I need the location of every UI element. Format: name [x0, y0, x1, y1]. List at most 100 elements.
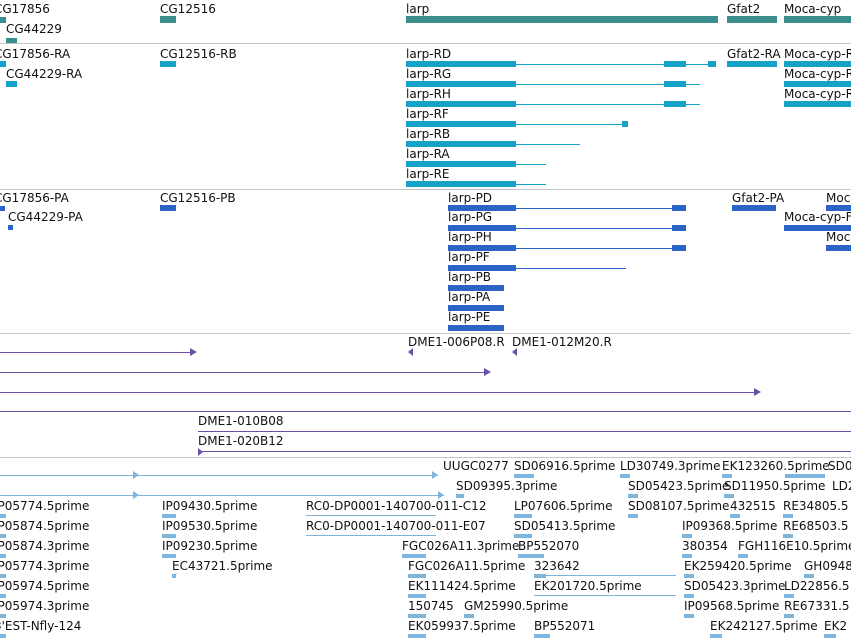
est-label[interactable]: IP09230.5prime [162, 539, 258, 553]
est-glyph[interactable] [0, 574, 6, 578]
clone-line[interactable] [0, 411, 851, 412]
transcript-glyph[interactable] [406, 81, 516, 87]
est-label[interactable]: SD11950.5prime [724, 479, 826, 493]
est-glyph[interactable] [684, 594, 694, 598]
est-label[interactable]: SD09395.3prime [456, 479, 558, 493]
est-glyph[interactable] [724, 494, 734, 498]
est-glyph[interactable] [738, 554, 748, 558]
est-glyph[interactable] [628, 494, 638, 498]
protein-label[interactable]: Moca [826, 230, 851, 244]
est-label[interactable]: EK259420.5prime [684, 559, 792, 573]
clone-label[interactable]: DME1-012M20.R [512, 335, 612, 349]
clone-label[interactable]: DME1-006P08.R [408, 335, 505, 349]
est-glyph[interactable] [0, 634, 6, 638]
est-glyph[interactable] [824, 634, 836, 638]
est-line[interactable] [0, 475, 438, 476]
est-glyph[interactable] [628, 514, 638, 518]
est-glyph[interactable] [162, 514, 176, 518]
protein-glyph[interactable] [160, 205, 176, 211]
transcript-label[interactable]: larp-RF [406, 107, 449, 121]
est-glyph[interactable] [804, 574, 814, 578]
est-label[interactable]: SD0 [828, 459, 851, 473]
est-label[interactable]: EK201720.5prime [534, 579, 642, 593]
est-label[interactable]: EC43721.5prime [172, 559, 273, 573]
est-label[interactable]: IP05774.5prime [0, 499, 90, 513]
est-label[interactable]: SD06916.5prime [514, 459, 616, 473]
transcript-label[interactable]: larp-RB [406, 127, 451, 141]
protein-label[interactable]: CG44229-PA [8, 210, 83, 224]
est-glyph[interactable] [408, 634, 426, 638]
est-glyph[interactable] [730, 514, 740, 518]
est-label[interactable]: IP09568.5prime [684, 599, 780, 613]
transcript-glyph[interactable] [784, 81, 851, 87]
est-label[interactable]: EK059937.5prime [408, 619, 516, 633]
gene-glyph[interactable] [160, 16, 176, 23]
est-label[interactable]: IP09430.5prime [162, 499, 258, 513]
transcript-label[interactable]: CG12516-RB [160, 47, 237, 61]
protein-label[interactable]: larp-PG [448, 210, 493, 224]
protein-glyph[interactable] [0, 206, 5, 211]
est-label[interactable]: RC0-DP0001-140700-011-C12 [306, 499, 487, 513]
protein-glyph[interactable] [448, 325, 504, 331]
gene-label[interactable]: CG44229 [6, 22, 62, 36]
est-glyph[interactable] [0, 534, 6, 538]
est-line[interactable] [306, 515, 436, 516]
est-label[interactable]: GH0948 [804, 559, 851, 573]
est-glyph[interactable] [620, 474, 630, 478]
est-label[interactable]: LD22856.5 [784, 579, 850, 593]
gene-label[interactable]: CG12516 [160, 2, 216, 16]
gene-label[interactable]: Moca-cyp [784, 2, 842, 16]
transcript-glyph[interactable] [6, 81, 17, 87]
est-label[interactable]: SD08107.5prime [628, 499, 730, 513]
transcript-glyph[interactable] [406, 141, 516, 147]
est-glyph[interactable] [456, 494, 464, 498]
protein-glyph[interactable] [826, 205, 851, 211]
est-label[interactable]: RC0-DP0001-140700-011-E07 [306, 519, 486, 533]
transcript-label[interactable]: larp-RD [406, 47, 452, 61]
transcript-glyph[interactable] [727, 61, 777, 67]
est-label[interactable]: IP05974.5prime [0, 579, 90, 593]
est-glyph[interactable] [514, 474, 534, 478]
est-line[interactable] [546, 575, 676, 576]
protein-glyph[interactable] [448, 265, 516, 271]
est-glyph[interactable] [0, 514, 6, 518]
est-glyph[interactable] [408, 574, 426, 578]
est-label[interactable]: EK242127.5prime [710, 619, 818, 633]
est-label[interactable]: FGH116E10.5prime [738, 539, 851, 553]
est-label[interactable]: LD2 [832, 479, 851, 493]
est-glyph[interactable] [402, 554, 426, 558]
est-line[interactable] [306, 535, 436, 536]
transcript-label[interactable]: CG44229-RA [6, 67, 83, 81]
transcript-glyph[interactable] [0, 61, 6, 67]
est-glyph[interactable] [785, 474, 825, 478]
protein-glyph[interactable] [784, 225, 851, 231]
protein-label[interactable]: larp-PB [448, 270, 492, 284]
est-glyph[interactable] [534, 574, 546, 578]
est-label[interactable]: IP05874.3prime [0, 539, 90, 553]
est-label[interactable]: 380354 [682, 539, 728, 553]
est-glyph[interactable] [0, 554, 6, 558]
clone-line[interactable] [198, 431, 851, 432]
est-glyph[interactable] [514, 534, 532, 538]
est-glyph[interactable] [534, 634, 550, 638]
transcript-label[interactable]: Moca-cyp-R [784, 47, 851, 61]
clone-line[interactable] [0, 392, 754, 393]
est-label[interactable]: 150745 [408, 599, 454, 613]
est-label[interactable]: RE68503.5 [783, 519, 849, 533]
protein-glyph[interactable] [448, 305, 504, 311]
transcript-glyph[interactable] [406, 121, 516, 127]
est-glyph[interactable] [162, 554, 176, 558]
gene-glyph[interactable] [784, 16, 851, 23]
gene-label[interactable]: larp [406, 2, 430, 16]
gene-glyph[interactable] [406, 16, 718, 23]
est-line[interactable] [0, 495, 444, 496]
transcript-label[interactable]: larp-RG [406, 67, 452, 81]
transcript-glyph[interactable] [406, 61, 516, 67]
est-glyph[interactable] [682, 554, 692, 558]
protein-label[interactable]: Gfat2-PA [732, 191, 785, 205]
est-label[interactable]: SD05423.5prime [628, 479, 730, 493]
est-glyph[interactable] [0, 614, 6, 618]
transcript-glyph[interactable] [406, 181, 516, 187]
est-glyph[interactable] [464, 614, 474, 618]
clone-label[interactable]: DME1-010B08 [198, 414, 284, 428]
